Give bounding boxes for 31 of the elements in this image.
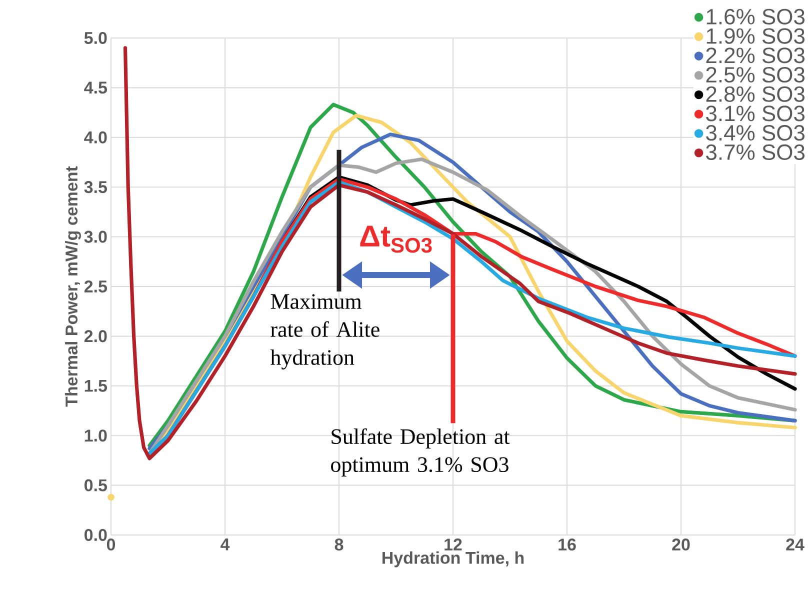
x-tick-label: 20 (672, 538, 690, 551)
legend-label: 3.1% SO3 (706, 106, 805, 122)
ref-line-label: Maximum rate of Alite hydration (270, 294, 380, 370)
x-tick-label: 12 (444, 538, 462, 550)
y-tick-label: 3.5 (84, 181, 108, 194)
x-tick-label: 4 (220, 538, 230, 550)
y-tick-label: 3.0 (84, 230, 107, 243)
annotation: Δt$_{SO3}$ (360, 226, 432, 253)
x-tick-label: 8 (334, 538, 344, 551)
legend-label: 2.2% SO3 (706, 48, 805, 64)
y-tick-label: 0.0 (84, 528, 107, 542)
x-axis-title: Hydration Time, h (382, 551, 524, 568)
y-tick-label: 5.0 (84, 32, 107, 44)
y-tick-label: 2.5 (84, 280, 108, 293)
legend-label: 2.5% SO3 (706, 66, 805, 83)
x-tick-label: 0 (106, 538, 116, 551)
y-tick-label: 0.5 (84, 479, 108, 492)
x-tick-label: 24 (786, 538, 804, 550)
legend-label: 2.8% SO3 (706, 86, 805, 102)
y-axis-title: Thermal Power, mW/g cement (65, 166, 81, 407)
y-tick-label: 4.5 (84, 82, 108, 94)
y-tick-label: 1.5 (84, 380, 108, 392)
y-tick-label: 2.0 (84, 330, 107, 342)
legend-label: 3.7% SO3 (706, 144, 805, 160)
x-tick-label: 16 (558, 538, 576, 551)
legend-label: 3.4% SO3 (706, 125, 805, 141)
y-tick-label: 4.0 (84, 131, 107, 144)
legend-label: 1.6% SO3 (706, 8, 805, 24)
legend-label: 1.9% SO3 (706, 28, 805, 44)
ref-line-label: Sulfate Depletion at optimum 3.1% SO3 (331, 428, 510, 477)
y-tick-label: 1.0 (84, 430, 107, 442)
